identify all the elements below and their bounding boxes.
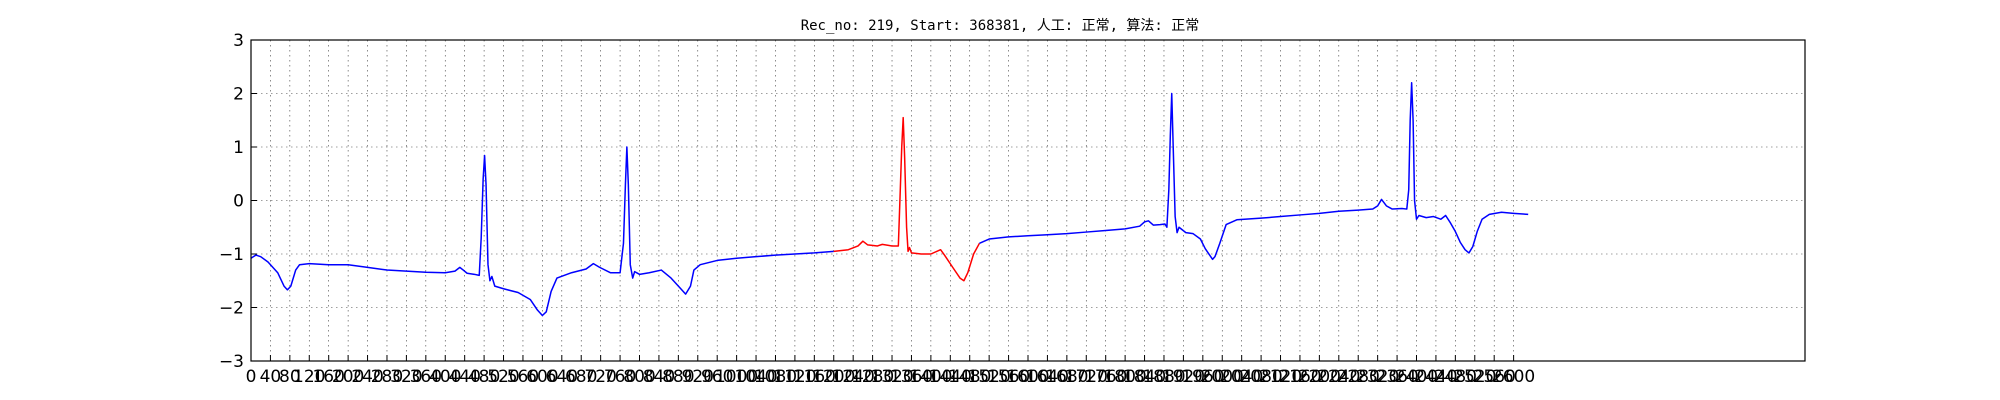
x-tick-label: 1680 xyxy=(1045,367,1088,387)
x-tick-label: 1360 xyxy=(890,367,933,387)
x-tick-label: 1640 xyxy=(1026,367,1069,387)
x-tick-label: 40 xyxy=(260,367,282,387)
x-tick-label: 120 xyxy=(293,367,325,387)
x-tick-label: 360 xyxy=(410,367,442,387)
x-tick-label: 2400 xyxy=(1395,367,1438,387)
x-tick-label: 1280 xyxy=(851,367,894,387)
y-tick-label: −1 xyxy=(219,245,244,265)
x-tick-label: 320 xyxy=(390,367,422,387)
x-tick-label: 1480 xyxy=(948,367,991,387)
x-tick-label: 1440 xyxy=(929,367,972,387)
y-tick-label: 1 xyxy=(233,138,244,158)
x-tick-label: 200 xyxy=(332,367,364,387)
x-tick-label: 1920 xyxy=(1162,367,1205,387)
x-tick-label: 2360 xyxy=(1375,367,1418,387)
x-tick-label: 960 xyxy=(701,367,733,387)
x-tick-label: 760 xyxy=(604,367,636,387)
x-tick-label: 1120 xyxy=(773,367,816,387)
chart-title: Rec_no: 219, Start: 368381, 人工: 正常, 算法: … xyxy=(801,18,1200,34)
x-tick-label: 2440 xyxy=(1414,367,1457,387)
x-tick-label: 2320 xyxy=(1356,367,1399,387)
x-tick-label: 160 xyxy=(312,367,344,387)
x-tick-label: 1720 xyxy=(1065,367,1108,387)
x-tick-label: 1240 xyxy=(832,367,875,387)
y-tick-label: −3 xyxy=(219,352,244,372)
x-tick-label: 840 xyxy=(643,367,675,387)
x-tick-label: 2000 xyxy=(1201,367,1244,387)
x-tick-label: 400 xyxy=(429,367,461,387)
x-tick-label: 2560 xyxy=(1473,367,1516,387)
x-tick-label: 240 xyxy=(351,367,383,387)
x-tick-label: 280 xyxy=(371,367,403,387)
y-tick-label: −2 xyxy=(219,299,244,319)
x-tick-label: 2200 xyxy=(1298,367,1341,387)
ecg-trace-segment-3 xyxy=(979,82,1529,261)
x-tick-label: 920 xyxy=(682,367,714,387)
x-tick-label: 680 xyxy=(565,367,597,387)
x-tick-label: 2160 xyxy=(1278,367,1321,387)
x-tick-label: 440 xyxy=(448,367,480,387)
ecg-trace-segment-1 xyxy=(250,146,834,317)
x-tick-label: 1200 xyxy=(812,367,855,387)
ecg-trace-segment-2 xyxy=(833,116,981,282)
x-tick-label: 1560 xyxy=(987,367,1030,387)
x-tick-label: 640 xyxy=(546,367,578,387)
x-tick-label: 80 xyxy=(279,367,301,387)
x-tick-label: 2120 xyxy=(1259,367,1302,387)
y-tick-label: 0 xyxy=(233,192,244,212)
x-tick-label: 2480 xyxy=(1434,367,1477,387)
x-tick-label: 1800 xyxy=(1103,367,1146,387)
x-tick-label: 1080 xyxy=(754,367,797,387)
x-tick-label: 560 xyxy=(507,367,539,387)
x-tick-label: 2600 xyxy=(1492,367,1535,387)
x-tick-label: 1160 xyxy=(793,367,836,387)
x-tick-label: 880 xyxy=(662,367,694,387)
x-tick-label: 1320 xyxy=(870,367,913,387)
x-tick-label: 520 xyxy=(487,367,519,387)
x-tick-label: 2080 xyxy=(1239,367,1282,387)
y-axis-ticks: −3 −2 −1 0 1 2 3 xyxy=(219,31,257,372)
x-tick-label: 1040 xyxy=(734,367,777,387)
x-tick-label: 1000 xyxy=(715,367,758,387)
x-tick-label: 1400 xyxy=(909,367,952,387)
x-tick-label: 1960 xyxy=(1181,367,1224,387)
x-tick-label: 800 xyxy=(623,367,655,387)
x-tick-label: 1840 xyxy=(1123,367,1166,387)
x-tick-label: 1880 xyxy=(1142,367,1185,387)
x-tick-label: 2240 xyxy=(1317,367,1360,387)
x-tick-label: 2040 xyxy=(1220,367,1263,387)
grid xyxy=(250,39,1805,362)
y-tick-label: 2 xyxy=(233,85,244,105)
x-axis-ticks: 0 408012016020024028032036040044048052056… xyxy=(246,355,1535,387)
x-tick-label: 2280 xyxy=(1337,367,1380,387)
y-tick-label: 3 xyxy=(233,31,244,51)
x-tick-label: 1600 xyxy=(1006,367,1049,387)
x-tick-label: 1520 xyxy=(968,367,1011,387)
x-tick-label: 1760 xyxy=(1084,367,1127,387)
series-layer xyxy=(250,82,1529,317)
x-tick-label: 0 xyxy=(246,367,257,387)
x-tick-label: 480 xyxy=(468,367,500,387)
x-tick-label: 2520 xyxy=(1453,367,1496,387)
x-tick-label: 720 xyxy=(584,367,616,387)
x-tick-label: 600 xyxy=(526,367,558,387)
